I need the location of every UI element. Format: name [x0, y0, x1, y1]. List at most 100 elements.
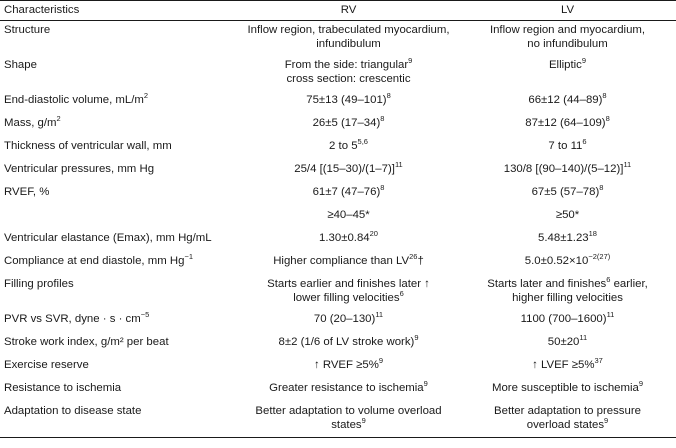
lv-value-cell: 66±12 (44–89)8 [457, 91, 676, 114]
lv-value-line: Better adaptation to pressure [461, 405, 674, 419]
lv-value-text: no infundibulum [527, 37, 608, 50]
lv-value-text: overload states [526, 418, 605, 431]
lv-value-superscript: 9 [604, 415, 609, 425]
rv-value-text: 2 to 5 [329, 140, 358, 152]
rv-value-cell: 75±13 (49–101)8 [238, 91, 457, 114]
rv-value-superscript: 9 [408, 56, 413, 66]
row-label: Thickness of ventricular wall, mm [4, 140, 172, 152]
lv-value-line: no infundibulum [461, 38, 674, 52]
lv-value-text: 5.0±0.52×10 [524, 255, 589, 267]
lv-value-superscript: 11 [606, 310, 615, 320]
lv-value-superscript: −2(27) [588, 252, 611, 262]
lv-value-superscript: 8 [599, 183, 604, 193]
row-label: PVR vs SVR, dyne · s · cm [4, 313, 141, 325]
row-label: Ventricular elastance (Emax), mm Hg/mL [4, 232, 212, 244]
row-label-superscript: −5 [140, 310, 150, 320]
rv-value-text: states [331, 418, 362, 431]
lv-value-cell: 50±2011 [457, 333, 676, 356]
rv-value-superscript: 9 [361, 415, 366, 425]
table-row: Thickness of ventricular wall, mm 2 to 55… [0, 137, 676, 160]
lv-value-text: 7 to 11 [548, 140, 583, 152]
rv-value-superscript: 8 [386, 91, 391, 101]
rv-value-text: 1.30±0.84 [319, 232, 370, 244]
rv-value-superscript: 26 [409, 252, 418, 262]
rv-value-line: states9 [242, 415, 455, 433]
rv-value-line: infundibulum [242, 38, 455, 52]
lv-value-superscript: 6 [582, 137, 587, 147]
rv-value-line: 61±7 (47–76)8 [242, 184, 455, 200]
lv-value-text: 1100 (700–1600) [520, 313, 607, 325]
row-label-cell: Filling profiles [0, 275, 238, 310]
rv-value-cell: 25/4 [(15–30)/(1–7)]11 [238, 160, 457, 183]
table-row: Ventricular elastance (Emax), mm Hg/mL 1.… [0, 229, 676, 252]
lv-value-line: 130/8 [(90–140)/(5–12)]11 [461, 160, 674, 177]
lv-value-cell: ↑ LVEF ≥5%37 [457, 356, 676, 379]
table-row: Resistance to ischemia Greater resistance… [0, 379, 676, 402]
comparison-table: Characteristics RV LV Structure Inflow re… [0, 0, 676, 438]
lv-value-line: 5.48±1.2318 [461, 230, 674, 246]
rv-value-text: infundibulum [316, 37, 381, 50]
lv-value-line: More susceptible to ischemia9 [461, 379, 674, 396]
lv-value-cell: ≥50* [457, 206, 676, 229]
lv-value-text: More susceptible to ischemia [491, 382, 639, 394]
row-label-cell: Structure [0, 21, 238, 57]
table-row: Ventricular pressures, mm Hg 25/4 [(15–30… [0, 160, 676, 183]
row-label-cell: RVEF, % [0, 183, 238, 206]
row-label-cell: End-diastolic volume, mL/m2 [0, 91, 238, 114]
row-label-cell: Resistance to ischemia [0, 379, 238, 402]
lv-value-line: higher filling velocities [461, 292, 674, 306]
lv-value-cell: 67±5 (57–78)8 [457, 183, 676, 206]
table-row: Shape From the side: triangular9 cross sec… [0, 56, 676, 91]
rv-value-line: 26±5 (17–34)8 [242, 114, 455, 131]
rv-value-text: ≥40–45* [327, 209, 370, 221]
lv-value-text: Elliptic [548, 59, 582, 71]
lv-value-line: ≥50* [461, 209, 674, 223]
rv-value-superscript: 5,6 [357, 137, 368, 147]
lv-value-text: 66±12 (44–89) [528, 94, 603, 106]
lv-value-text: earlier, [610, 278, 648, 290]
row-label: Ventricular pressures, mm Hg [4, 163, 155, 175]
lv-value-text: 130/8 [(90–140)/(5–12)] [503, 163, 624, 175]
rv-value-cell: 26±5 (17–34)8 [238, 114, 457, 137]
lv-value-line: 66±12 (44–89)8 [461, 91, 674, 108]
rv-value-line: 1.30±0.8420 [242, 230, 455, 246]
table-row: Adaptation to disease state Better adapta… [0, 402, 676, 438]
rv-value-superscript: 9 [423, 379, 428, 389]
rv-value-cell: ↑ RVEF ≥5%9 [238, 356, 457, 379]
header-characteristics: Characteristics [0, 0, 238, 21]
rv-value-text: 8±2 (1/6 of LV stroke work) [278, 336, 415, 348]
rv-value-line: cross section: crescentic [242, 73, 455, 87]
header-lv: LV [457, 0, 676, 21]
lv-value-line: 1100 (700–1600)11 [461, 310, 674, 327]
lv-value-line: 67±5 (57–78)8 [461, 183, 674, 200]
row-label: Mass, g/m [4, 117, 57, 129]
rv-value-superscript: 9 [414, 333, 419, 343]
lv-value-superscript: 8 [602, 91, 607, 101]
rv-value-cell: Inflow region, trabeculated myocardium, i… [238, 21, 457, 57]
rv-value-text: 70 (20–130) [313, 313, 376, 325]
row-label-cell: PVR vs SVR, dyne · s · cm−5 [0, 310, 238, 333]
row-label-cell: Mass, g/m2 [0, 114, 238, 137]
lv-value-cell: Inflow region and myocardium, no infundib… [457, 21, 676, 57]
rv-value-line: ↑ RVEF ≥5%9 [242, 357, 455, 373]
row-label: Shape [4, 59, 37, 71]
lv-value-superscript: 11 [623, 160, 632, 170]
lv-value-line: Starts later and finishes6 earlier, [461, 276, 674, 292]
lv-value-line: Inflow region and myocardium, [461, 24, 674, 38]
lv-value-text: higher filling velocities [512, 291, 623, 304]
header-row: Characteristics RV LV [0, 0, 676, 21]
lv-value-cell: More susceptible to ischemia9 [457, 379, 676, 402]
row-label-superscript: 2 [143, 91, 149, 101]
rv-value-text: 75±13 (49–101) [306, 94, 387, 106]
rv-value-superscript: 8 [380, 114, 385, 124]
row-label: Exercise reserve [4, 359, 89, 371]
rv-value-text: 26±5 (17–34) [312, 117, 381, 129]
rv-value-cell: 1.30±0.8420 [238, 229, 457, 252]
rv-value-line: lower filling velocities6 [242, 289, 455, 306]
rv-value-line: Better adaptation to volume overload [242, 405, 455, 419]
lv-value-superscript: 9 [638, 379, 644, 389]
row-label: Adaptation to disease state [4, 405, 142, 417]
table-row: ≥40–45* ≥50* [0, 206, 676, 229]
rv-value-text: ↑ RVEF ≥5% [313, 359, 379, 371]
lv-value-line: Elliptic9 [461, 57, 674, 73]
